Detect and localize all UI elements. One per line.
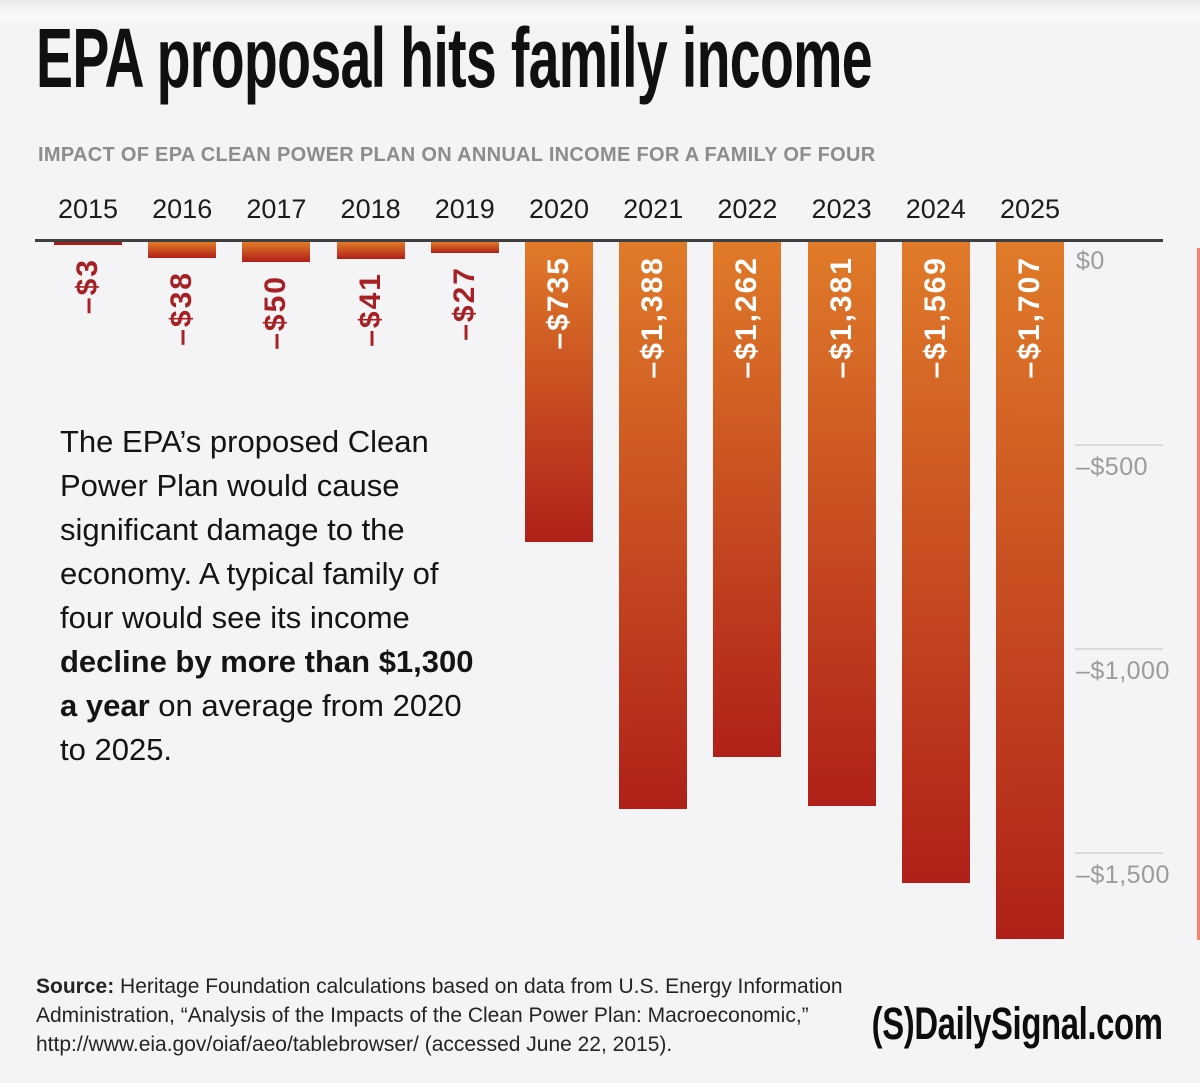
bar-value-label-2017: –$50	[259, 275, 293, 350]
bar-2023	[807, 242, 876, 806]
page-title: EPA proposal hits family income	[36, 11, 873, 105]
x-axis-label-2025: 2025	[999, 194, 1061, 224]
source-note: Source: Heritage Foundation calculations…	[36, 972, 843, 1059]
right-edge-strip	[1197, 248, 1200, 940]
x-axis-label-2018: 2018	[340, 194, 401, 224]
bar-value-label-2019: –$27	[447, 266, 481, 341]
bar-2021	[619, 242, 688, 809]
bar-value-label-2018: –$41	[353, 272, 387, 347]
x-axis-label-2016: 2016	[152, 194, 213, 224]
bar-value-label-2015: –$3	[71, 258, 104, 315]
bar-2024	[901, 242, 970, 883]
x-axis-label-2017: 2017	[246, 194, 307, 224]
y-axis-tick-label-500: –$500	[1076, 453, 1149, 482]
x-axis-label-2023: 2023	[811, 194, 872, 224]
bar-value-label-2022: –$1,262	[730, 256, 764, 379]
x-axis-label-2019: 2019	[434, 194, 495, 224]
x-axis-label-2020: 2020	[528, 194, 590, 224]
bar-value-label-2020: –$735	[542, 256, 575, 350]
y-gridline-1000	[1075, 648, 1163, 651]
source-line-2: Administration, “Analysis of the Impacts…	[36, 1004, 809, 1027]
annotation-text-bold: decline by more than $1,300 a year	[60, 644, 474, 723]
bar-2022	[713, 242, 782, 757]
bar-value-label-2025: –$1,707	[1013, 256, 1046, 379]
chart-subtitle: IMPACT OF EPA CLEAN POWER PLAN ON ANNUAL…	[38, 144, 876, 166]
bar-value-label-2016: –$38	[165, 271, 199, 346]
source-label: Source:	[36, 975, 115, 998]
x-axis-baseline	[35, 239, 1163, 242]
y-axis-tick-label-1000: –$1,000	[1076, 657, 1170, 686]
bar-value-label-2021: –$1,388	[636, 256, 670, 379]
annotation-text: The EPA’s proposed Clean Power Plan woul…	[60, 420, 492, 772]
bar-2018	[336, 242, 405, 259]
y-gridline-1500	[1075, 852, 1163, 855]
x-axis-label-2021: 2021	[623, 194, 684, 224]
bar-2017	[242, 242, 311, 262]
bar-2016	[148, 242, 217, 258]
bar-2020	[525, 242, 593, 542]
source-line-1: Heritage Foundation calculations based o…	[114, 975, 843, 998]
bar-2025	[996, 242, 1064, 939]
bar-2015	[54, 242, 122, 245]
y-axis-tick-label-1500: –$1,500	[1076, 861, 1170, 890]
x-axis-label-2022: 2022	[717, 194, 778, 224]
bar-value-label-2024: –$1,569	[918, 256, 952, 379]
bar-2019	[430, 242, 499, 253]
x-axis-label-2015: 2015	[57, 194, 119, 224]
source-line-3: http://www.eia.gov/oiaf/aeo/tablebrowser…	[36, 1033, 673, 1056]
y-gridline-500	[1075, 444, 1163, 447]
dailysignal-logo: (S)DailySignal.com	[872, 998, 1163, 1049]
bar-value-label-2023: –$1,381	[824, 256, 858, 379]
annotation-text-end: on average from 2020 to 2025.	[60, 688, 462, 767]
annotation-text-start: The EPA’s proposed Clean Power Plan woul…	[60, 424, 439, 635]
x-axis-label-2024: 2024	[905, 194, 966, 224]
y-axis-tick-label-0: $0	[1076, 247, 1105, 275]
